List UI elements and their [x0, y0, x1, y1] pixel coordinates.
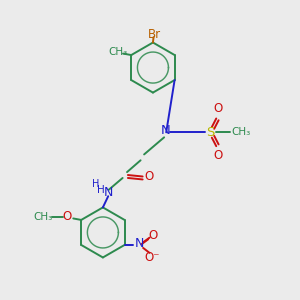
- Text: O: O: [214, 149, 223, 162]
- Text: Br: Br: [148, 28, 161, 41]
- Text: CH₃: CH₃: [232, 127, 251, 137]
- Text: S: S: [206, 126, 214, 139]
- Text: CH₃: CH₃: [108, 47, 128, 57]
- Text: N: N: [135, 237, 144, 250]
- Text: O: O: [214, 102, 223, 115]
- Text: N: N: [103, 186, 113, 199]
- Text: O: O: [63, 210, 72, 223]
- Text: H: H: [92, 179, 99, 190]
- Text: H: H: [97, 185, 104, 195]
- Text: O⁻: O⁻: [145, 251, 160, 264]
- Text: N: N: [161, 124, 170, 137]
- Text: O: O: [148, 229, 157, 242]
- Text: O: O: [145, 170, 154, 183]
- Text: CH₃: CH₃: [33, 212, 52, 222]
